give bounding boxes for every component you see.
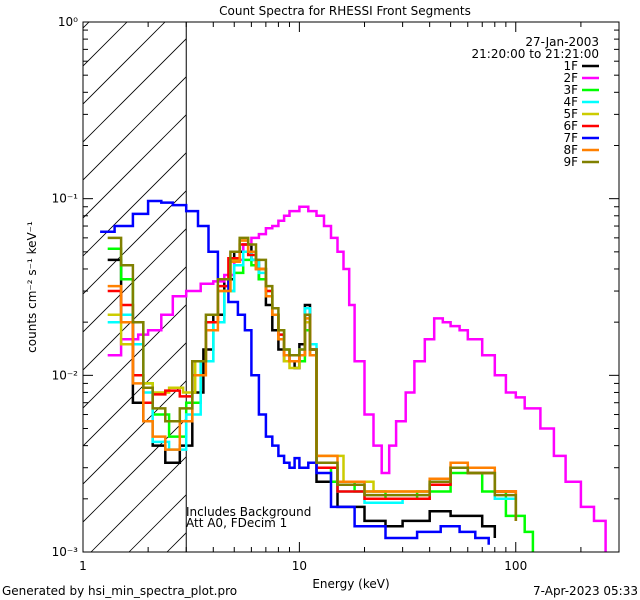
hatch-line [83, 38, 187, 143]
legend-label-6F: 6F [563, 119, 578, 133]
hatch-line [83, 22, 166, 105]
legend-label-2F: 2F [563, 71, 578, 85]
chart-title: Count Spectra for RHESSI Front Segments [219, 4, 471, 18]
annotation-attenuator: Att A0, FDecim 1 [186, 516, 287, 530]
hatch-line [83, 190, 187, 295]
series-group [100, 199, 607, 552]
legend-time-range: 21:20:00 to 21:21:00 [472, 47, 599, 61]
hatch-line [83, 228, 187, 333]
series-1F [107, 243, 497, 538]
series-9F [107, 236, 518, 521]
x-tick-label: 100 [504, 559, 527, 573]
hatch-line [83, 380, 187, 485]
footer-timestamp: 7-Apr-2023 05:33 [533, 584, 638, 598]
hatch-line [83, 418, 187, 523]
y-tick-label: 10⁻³ [52, 545, 79, 559]
legend-label-4F: 4F [563, 95, 578, 109]
x-tick-label: 10 [292, 559, 307, 573]
annotation-background: Includes Background [186, 505, 311, 519]
footer-generated-by: Generated by hsi_min_spectra_plot.pro [2, 584, 237, 598]
series-7F [100, 199, 490, 545]
hatch-line [83, 22, 128, 67]
plot-frame [82, 21, 620, 553]
y-tick-label: 10⁻² [52, 368, 79, 382]
legend-label-1F: 1F [563, 59, 578, 73]
legend-label-8F: 8F [563, 143, 578, 157]
y-tick-label: 10⁻¹ [52, 192, 79, 206]
x-tick-label: 1 [79, 559, 87, 573]
x-axis-label: Energy (keV) [312, 577, 389, 591]
y-axis-label: counts cm⁻² s⁻¹ keV⁻¹ [25, 221, 39, 353]
axis-tick-labels: 1 10 100 10⁰ 10⁻¹ 10⁻² 10⁻³ [52, 15, 528, 573]
axis-ticks [82, 22, 620, 553]
legend-label-3F: 3F [563, 83, 578, 97]
y-tick-label: 10⁰ [58, 15, 78, 29]
legend-date: 27-Jan-2003 [525, 35, 599, 49]
series-2F [107, 205, 607, 552]
legend-label-5F: 5F [563, 107, 578, 121]
legend-label-9F: 9F [563, 155, 578, 169]
legend-label-7F: 7F [563, 131, 578, 145]
